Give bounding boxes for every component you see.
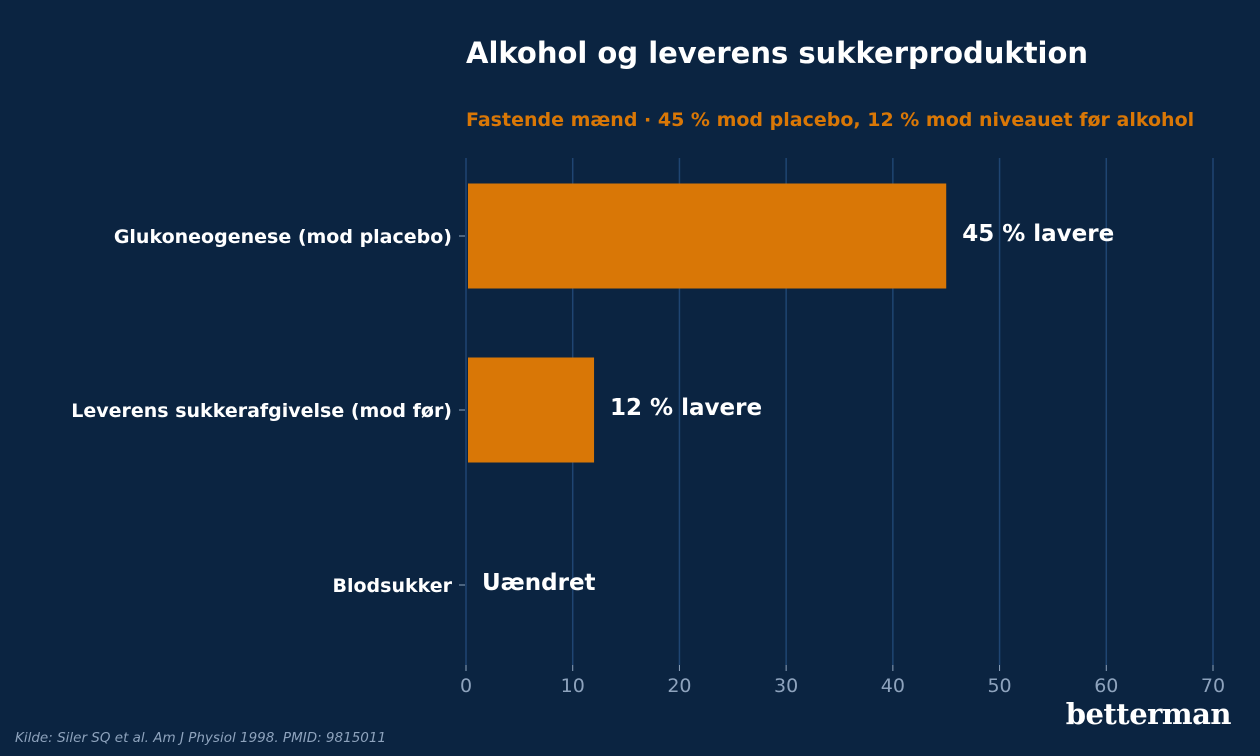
bar-2	[468, 357, 595, 463]
chart-subtitle: Fastende mænd · 45 % mod placebo, 12 % m…	[466, 109, 1195, 131]
x-tick-label: 10	[561, 675, 585, 697]
data-label: Uændret	[482, 570, 596, 596]
x-tick-label: 0	[460, 675, 472, 697]
brand-logo: betterman	[1065, 697, 1232, 731]
x-tick-label: 40	[881, 675, 905, 697]
x-tick-label: 20	[667, 675, 691, 697]
x-tick-label: 30	[774, 675, 798, 697]
x-tick-label: 60	[1094, 675, 1118, 697]
x-tick-label: 50	[987, 675, 1011, 697]
chart-title: Alkohol og leverens sukkerproduktion	[466, 36, 1089, 70]
category-label: Glukoneogenese (mod placebo)	[114, 226, 452, 248]
data-label: 12 % lavere	[610, 395, 762, 421]
axes: 0 10 20 30 40 50 60 70 Glukoneogenese (mod place…	[71, 226, 1225, 697]
bar-1	[468, 183, 947, 289]
bars	[468, 183, 947, 463]
x-tick-label: 70	[1201, 675, 1225, 697]
category-label: Blodsukker	[332, 575, 452, 597]
source-note: Kilde: Siler SQ et al. Am J Physiol 1998…	[15, 730, 387, 746]
data-label: 45 % lavere	[962, 221, 1114, 247]
category-label: Leverens sukkerafgivelse (mod før)	[71, 400, 452, 422]
data-labels: 45 % lavere 12 % lavere Uændret	[482, 221, 1114, 596]
